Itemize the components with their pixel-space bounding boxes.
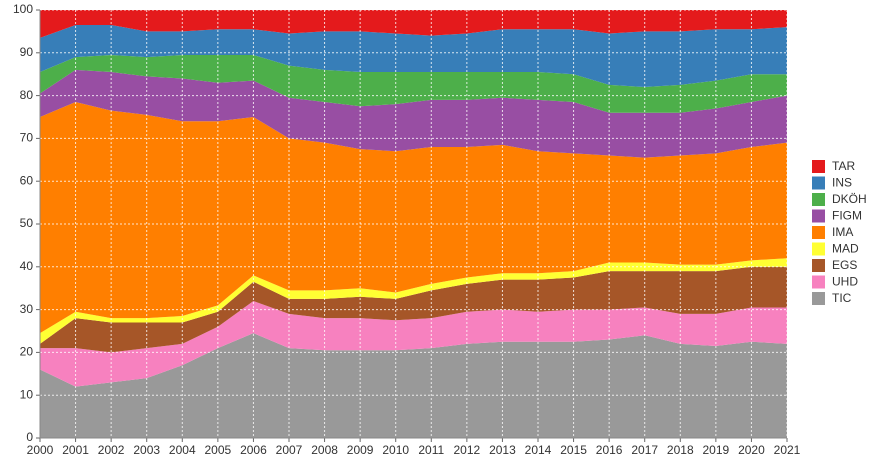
x-tick-label: 2018 [667, 443, 694, 457]
legend-label: TIC [832, 291, 852, 305]
x-tick-label: 2010 [382, 443, 409, 457]
legend-swatch [812, 193, 825, 206]
legend-swatch [812, 242, 825, 256]
y-tick-label: 10 [20, 387, 34, 401]
legend-swatch [812, 275, 825, 289]
legend-swatch [812, 209, 825, 223]
legend-label: INS [832, 176, 852, 190]
y-tick-label: 80 [20, 88, 34, 102]
area [40, 24, 787, 88]
area [40, 333, 787, 438]
x-tick-label: 2020 [738, 443, 765, 457]
area [40, 301, 787, 387]
legend-label: EGS [832, 258, 857, 272]
legend-label: UHD [832, 275, 858, 289]
x-tick-label: 2019 [703, 443, 730, 457]
x-tick-label: 2000 [27, 443, 54, 457]
y-tick-label: 60 [20, 173, 34, 187]
legend-swatch [812, 176, 825, 190]
x-tick-label: 2016 [596, 443, 623, 457]
x-tick-label: 2015 [560, 443, 587, 457]
x-tick-label: 2013 [489, 443, 516, 457]
y-tick-label: 90 [20, 45, 34, 59]
legend-label: IMA [832, 225, 853, 239]
legend-swatch [812, 259, 825, 272]
x-tick-label: 2012 [454, 443, 481, 457]
legend-label: DKÖH [832, 192, 867, 206]
legend-label: MAD [832, 242, 859, 256]
y-tick-label: 20 [20, 345, 34, 359]
x-tick-label: 2004 [169, 443, 196, 457]
x-tick-label: 2006 [240, 443, 267, 457]
y-tick-label: 100 [13, 2, 33, 16]
x-tick-label: 2002 [98, 443, 125, 457]
x-tick-label: 2003 [133, 443, 160, 457]
area [40, 10, 787, 38]
y-tick-label: 50 [20, 216, 34, 230]
x-tick-label: 2014 [525, 443, 552, 457]
x-tick-label: 2008 [311, 443, 338, 457]
area [40, 102, 787, 334]
y-tick-label: 70 [20, 131, 34, 145]
legend-swatch [812, 226, 825, 239]
y-tick-label: 0 [26, 430, 33, 444]
legend-swatch [812, 160, 825, 173]
x-tick-label: 2021 [774, 443, 801, 457]
x-tick-label: 2005 [205, 443, 232, 457]
legend-label: TAR [832, 159, 855, 173]
legend-swatch [812, 292, 825, 305]
area [40, 69, 787, 158]
x-tick-label: 2007 [276, 443, 303, 457]
legend-label: FIGM [832, 209, 862, 223]
x-tick-label: 2011 [418, 443, 444, 457]
y-tick-label: 40 [20, 259, 34, 273]
x-tick-label: 2001 [62, 443, 89, 457]
x-tick-label: 2009 [347, 443, 374, 457]
area [40, 54, 787, 113]
y-tick-label: 30 [20, 302, 34, 316]
x-tick-label: 2017 [631, 443, 658, 457]
